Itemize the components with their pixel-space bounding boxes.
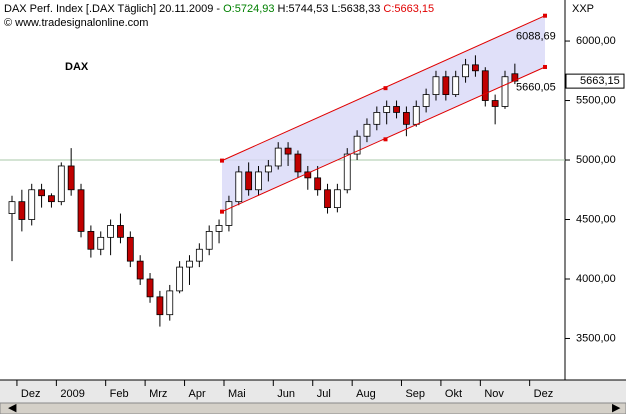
candle-body bbox=[245, 171, 253, 191]
candle-body bbox=[77, 189, 85, 232]
chart-title: DAX bbox=[65, 61, 89, 73]
scrollbar[interactable] bbox=[0, 402, 626, 414]
candle-body bbox=[264, 165, 272, 173]
candle-body bbox=[383, 106, 391, 113]
candle-body bbox=[491, 100, 499, 107]
candle-body bbox=[166, 290, 174, 316]
header-open: O:5724,93 bbox=[223, 3, 274, 15]
candle-body bbox=[442, 76, 450, 95]
x-tick-label: 2009 bbox=[60, 388, 84, 400]
channel-point bbox=[543, 13, 547, 18]
candle-body bbox=[284, 147, 292, 155]
candle-body bbox=[481, 70, 489, 101]
x-tick-label: Dez bbox=[534, 388, 554, 400]
channel-point bbox=[220, 209, 224, 214]
candle-body bbox=[126, 236, 134, 262]
header: DAX Perf. Index [.DAX Täglich] 20.11.200… bbox=[4, 3, 434, 15]
channel-lower-label: 5660,05 bbox=[516, 81, 556, 93]
candle-body bbox=[136, 260, 144, 280]
candle-body bbox=[393, 106, 400, 113]
y-tick-label: 4500,00 bbox=[576, 213, 616, 225]
header-text: DAX Perf. Index [.DAX Täglich] 20.11.200… bbox=[4, 3, 220, 15]
x-tick-label: Jul bbox=[317, 388, 331, 400]
channel-upper-label: 6088,69 bbox=[516, 30, 556, 42]
x-tick-label: Mai bbox=[228, 388, 246, 400]
header-low: L:5638,33 bbox=[331, 3, 380, 15]
candle-body bbox=[314, 177, 322, 191]
y-tick-label: 3500,00 bbox=[576, 332, 616, 344]
candle-body bbox=[462, 64, 469, 78]
candle-body bbox=[87, 231, 95, 250]
candle-body bbox=[333, 189, 341, 209]
last-price-label: 5663,15 bbox=[580, 75, 620, 87]
scroll-right-arrow[interactable]: ▶ bbox=[612, 402, 621, 414]
candle-body bbox=[57, 165, 65, 203]
x-tick-label: Apr bbox=[189, 388, 206, 400]
candle-body bbox=[324, 189, 331, 209]
x-tick-label: Sep bbox=[405, 388, 425, 400]
candle-body bbox=[343, 153, 351, 191]
candle-body bbox=[8, 201, 16, 214]
x-tick-label: Aug bbox=[356, 388, 376, 400]
candle-body bbox=[412, 106, 420, 125]
candle-body bbox=[422, 94, 430, 107]
candle-body bbox=[402, 112, 410, 125]
channel-point bbox=[383, 137, 388, 142]
x-tick-label: Jun bbox=[277, 388, 295, 400]
copyright: © www.tradesignalonline.com bbox=[4, 17, 148, 29]
candle-body bbox=[294, 153, 302, 173]
candle-body bbox=[195, 248, 203, 262]
candle-body bbox=[235, 171, 243, 203]
candle-body bbox=[511, 73, 519, 82]
candle-body bbox=[373, 112, 381, 125]
candle-body bbox=[48, 195, 55, 203]
y-axis-area bbox=[565, 0, 626, 380]
candle-body bbox=[225, 201, 233, 226]
candle-body bbox=[472, 64, 479, 72]
x-tick-label: Nov bbox=[484, 388, 504, 400]
candle-body bbox=[18, 201, 26, 220]
x-tick-label: Feb bbox=[110, 388, 129, 400]
header-high: H:5744,53 bbox=[278, 3, 329, 15]
candle-body bbox=[186, 260, 193, 268]
candle-body bbox=[107, 225, 114, 238]
channel-point bbox=[383, 86, 388, 91]
candle-body bbox=[97, 236, 105, 250]
candle-body bbox=[117, 225, 124, 238]
candle-body bbox=[501, 76, 509, 107]
candle-body bbox=[432, 76, 440, 95]
candle-body bbox=[255, 171, 262, 191]
candle-body bbox=[156, 296, 164, 316]
scroll-left-arrow[interactable]: ◀ bbox=[8, 402, 17, 414]
candle-body bbox=[28, 189, 36, 220]
candle-body bbox=[363, 123, 371, 137]
x-tick-label: Mrz bbox=[149, 388, 167, 400]
candle-body bbox=[146, 278, 154, 298]
x-tick-label: Okt bbox=[445, 388, 462, 400]
y-tick-label: 6000,00 bbox=[576, 35, 616, 47]
candle-body bbox=[38, 189, 45, 197]
last-price-box bbox=[565, 73, 625, 89]
y-tick-label: 4000,00 bbox=[576, 273, 616, 285]
candle-body bbox=[215, 225, 223, 232]
candle-body bbox=[274, 147, 282, 167]
candle-body bbox=[353, 135, 361, 155]
candle-body bbox=[452, 76, 460, 95]
axis-title: XXP bbox=[572, 3, 594, 15]
channel-point bbox=[220, 158, 224, 163]
header-close: C:5663,15 bbox=[383, 3, 434, 15]
candle-body bbox=[67, 165, 75, 191]
x-tick-label: Dez bbox=[21, 388, 41, 400]
channel-point bbox=[543, 64, 547, 69]
y-tick-label: 5000,00 bbox=[576, 154, 616, 166]
y-tick-label: 5500,00 bbox=[576, 94, 616, 106]
candle-body bbox=[205, 231, 213, 250]
candle-body bbox=[176, 266, 184, 292]
plot: 3500,00 4000,00 4500,00 5000,00 5500,00 6000,… bbox=[0, 13, 625, 400]
